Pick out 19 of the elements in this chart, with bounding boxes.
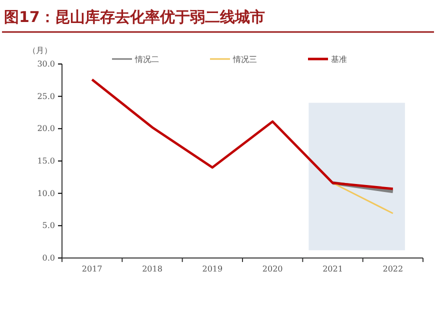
y-tick-label: 30.0 bbox=[37, 60, 55, 69]
x-tick-label: 2022 bbox=[382, 264, 404, 274]
y-tick-label: 25.0 bbox=[37, 92, 55, 101]
x-tick-label: 2020 bbox=[262, 264, 283, 274]
x-tick-label: 2021 bbox=[322, 264, 343, 274]
chart-title: 图17：昆山库存去化率优于弱二线城市 bbox=[4, 8, 265, 26]
x-tick-label: 2019 bbox=[202, 264, 223, 274]
y-tick-label: 20.0 bbox=[37, 124, 55, 134]
legend-label: 基准 bbox=[331, 55, 347, 64]
legend-label: 情况三 bbox=[232, 55, 257, 64]
y-tick-label: 0.0 bbox=[42, 254, 55, 263]
legend-label: 情况二 bbox=[134, 55, 159, 64]
y-axis-title: （月） bbox=[28, 46, 52, 55]
x-tick-label: 2018 bbox=[142, 264, 162, 274]
line-series bbox=[90, 78, 394, 190]
y-tick-label: 5.0 bbox=[42, 221, 55, 230]
y-tick-label: 10.0 bbox=[37, 188, 55, 198]
x-tick-label: 2017 bbox=[82, 264, 102, 274]
y-tick-label: 15.0 bbox=[37, 156, 55, 166]
